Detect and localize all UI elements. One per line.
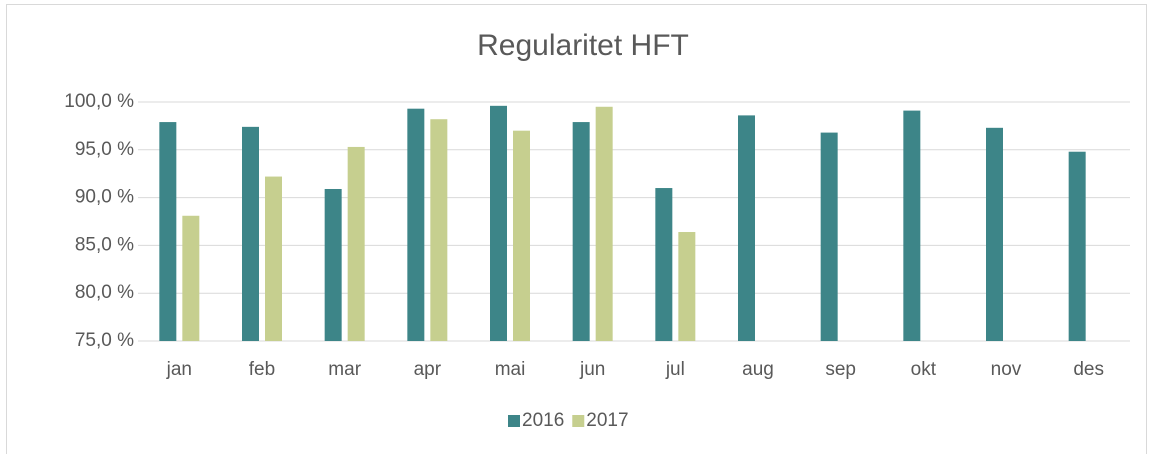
x-tick-label: jan bbox=[166, 359, 192, 380]
bar bbox=[738, 115, 755, 341]
bar bbox=[903, 110, 921, 341]
x-tick-label: jun bbox=[579, 359, 605, 380]
bar bbox=[820, 132, 838, 341]
bar bbox=[407, 108, 425, 341]
bar bbox=[678, 232, 696, 341]
x-tick-label: okt bbox=[911, 359, 937, 380]
x-tick-label: mai bbox=[495, 359, 526, 380]
x-tick-label: jul bbox=[665, 359, 685, 380]
bar bbox=[986, 127, 1003, 341]
x-tick-label: apr bbox=[414, 359, 442, 380]
y-tick-label: 75,0 % bbox=[75, 330, 134, 351]
bar bbox=[159, 122, 177, 342]
y-tick-label: 85,0 % bbox=[75, 234, 134, 255]
x-tick-label: feb bbox=[249, 359, 275, 380]
x-tick-label: des bbox=[1073, 359, 1104, 380]
legend-label: 2016 bbox=[522, 410, 564, 431]
x-tick-label: aug bbox=[742, 359, 774, 380]
chart-title: Regularitet HFT bbox=[477, 29, 689, 62]
legend-swatch bbox=[508, 415, 520, 427]
bar bbox=[490, 105, 507, 341]
bar bbox=[265, 176, 282, 341]
x-tick-label: mar bbox=[328, 359, 361, 380]
legend-label: 2017 bbox=[586, 410, 628, 431]
bar bbox=[242, 126, 259, 341]
bar bbox=[430, 119, 448, 341]
y-tick-label: 90,0 % bbox=[75, 187, 134, 208]
bar bbox=[572, 122, 590, 342]
bar bbox=[595, 106, 613, 341]
bar bbox=[324, 188, 342, 341]
legend-swatch bbox=[572, 415, 585, 427]
bar bbox=[1068, 151, 1086, 341]
bar bbox=[513, 130, 530, 341]
y-tick-label: 80,0 % bbox=[75, 282, 134, 303]
bar bbox=[182, 215, 200, 341]
bar bbox=[655, 188, 673, 341]
y-tick-label: 95,0 % bbox=[75, 139, 134, 160]
bar bbox=[347, 146, 365, 341]
x-tick-label: nov bbox=[991, 359, 1022, 380]
y-tick-label: 100,0 % bbox=[64, 91, 134, 112]
x-tick-label: sep bbox=[825, 359, 856, 380]
